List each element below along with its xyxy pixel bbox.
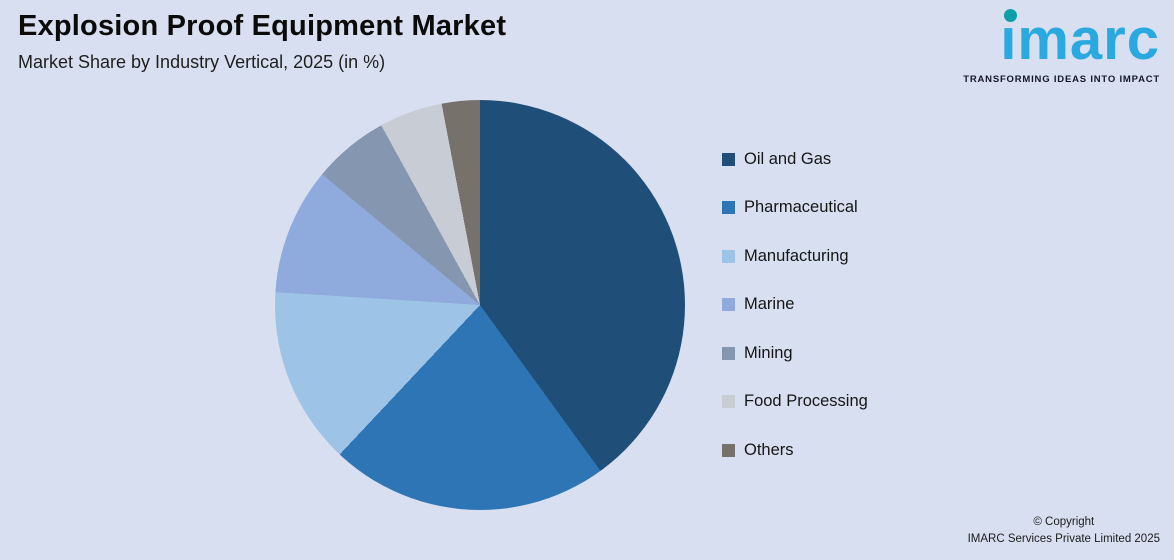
legend-label: Food Processing [744,392,868,410]
legend-swatch [722,152,735,166]
legend-item: Oil and Gas [722,148,868,170]
legend-swatch [722,346,735,360]
legend-swatch [722,443,735,457]
legend-item: Manufacturing [722,245,868,267]
legend-item: Marine [722,294,868,316]
page-subtitle: Market Share by Industry Vertical, 2025 … [18,52,386,72]
legend: Oil and Gas Pharmaceutical Manufacturing Ma… [722,148,868,461]
legend-item: Others [722,439,868,461]
imarc-logo-tagline: TRANSFORMING IDEAS INTO IMPACT [963,73,1160,85]
legend-item: Food Processing [722,391,868,413]
page-title: Explosion Proof Equipment Market [18,10,507,42]
imarc-logo-text: ımarc [1000,7,1160,72]
legend-label: Pharmaceutical [744,198,858,216]
imarc-logo-word: ımarc [1000,8,1160,72]
legend-item: Pharmaceutical [722,197,868,219]
pie-chart [275,100,685,510]
legend-label: Manufacturing [744,246,849,265]
legend-label: Mining [744,343,793,362]
legend-swatch [722,395,735,408]
imarc-logo-dot-icon [1004,9,1018,22]
legend-swatch [722,298,735,311]
legend-item: Mining [722,342,868,364]
copyright-line1: © Copyright [1033,515,1095,528]
imarc-logo: ımarc TRANSFORMING IDEAS INTO IMPACT [963,8,1160,85]
legend-label: Marine [744,295,795,313]
legend-label: Others [744,440,794,459]
legend-swatch [722,201,735,214]
copyright-line2: IMARC Services Private Limited 2025 [967,532,1160,545]
legend-swatch [722,249,735,263]
legend-label: Oil and Gas [744,149,832,168]
copyright-notice: © Copyright IMARC Services Private Limit… [968,514,1160,549]
